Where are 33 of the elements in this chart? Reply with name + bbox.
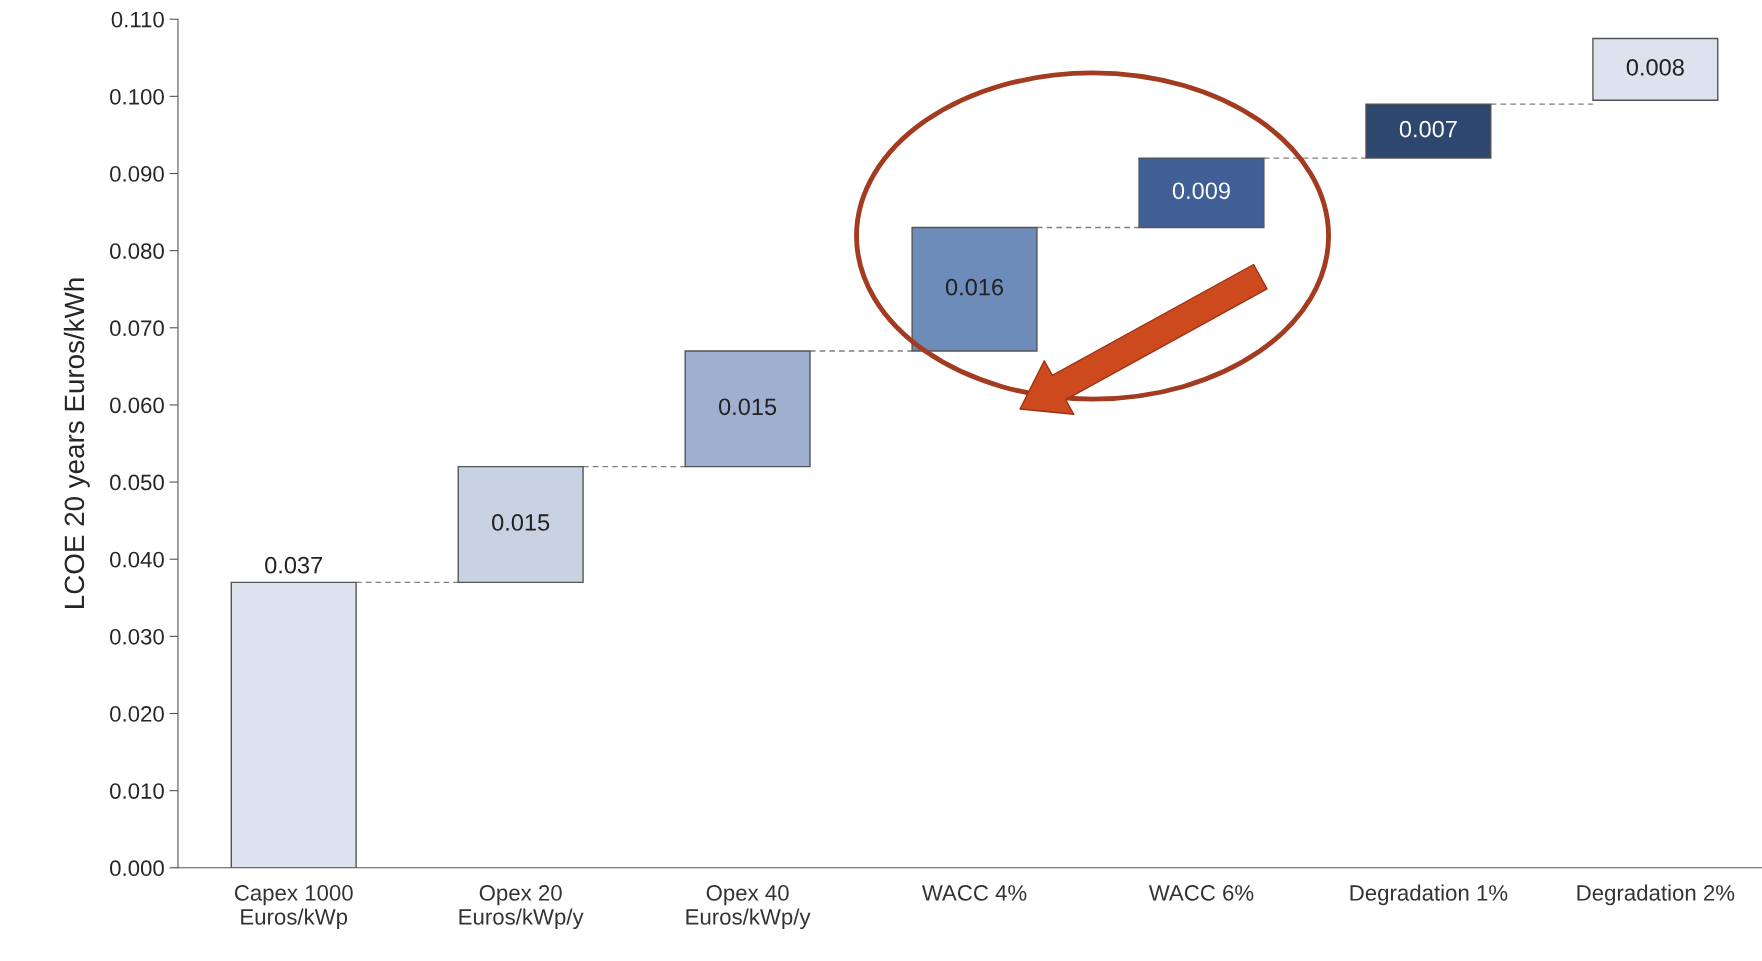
- y-tick-label: 0.090: [110, 166, 164, 182]
- y-tick-label: 0.050: [110, 474, 164, 491]
- x-tick-label: WACC 6%: [1148, 885, 1254, 901]
- data-label: 0.015: [492, 514, 550, 531]
- y-tick-label: 0.000: [110, 860, 164, 877]
- y-axis-title: LCOE 20 years Euros/kWh: [63, 278, 90, 608]
- bar: [684, 350, 811, 468]
- bar: [230, 581, 357, 868]
- y-tick-label: 0.040: [110, 551, 164, 568]
- y-tick-label: 0.020: [110, 706, 164, 722]
- x-tick-label: Opex 20 Euros/kWp/y: [459, 885, 584, 930]
- data-label: 0.016: [945, 278, 1004, 296]
- data-label: 0.037: [265, 556, 323, 574]
- y-tick-label: 0.110: [111, 11, 164, 28]
- x-tick-label: Degradation 2%: [1577, 884, 1735, 906]
- data-label: 0.009: [1172, 182, 1230, 200]
- y-tick-label: 0.030: [110, 628, 164, 645]
- bar: [457, 465, 584, 584]
- bar: [1592, 37, 1719, 101]
- y-tick-label: 0.100: [110, 88, 164, 105]
- x-tick-label: Capex 1000 Euros/kWp: [234, 885, 353, 930]
- data-label: 0.007: [1399, 120, 1457, 138]
- y-tick-label: 0.080: [110, 243, 164, 259]
- x-tick-label: Opex 40 Euros/kWp/y: [686, 885, 811, 930]
- y-tick-label: 0.010: [110, 783, 164, 799]
- y-tick-label: 0.060: [110, 397, 164, 414]
- x-tick-label: Degradation 1%: [1350, 884, 1508, 906]
- bar: [1365, 103, 1492, 159]
- y-tick-label: 0.070: [110, 320, 164, 337]
- data-label: 0.008: [1626, 58, 1684, 76]
- bar: [1138, 157, 1265, 229]
- data-label: 0.015: [718, 398, 777, 416]
- x-tick-label: WACC 4%: [921, 885, 1027, 901]
